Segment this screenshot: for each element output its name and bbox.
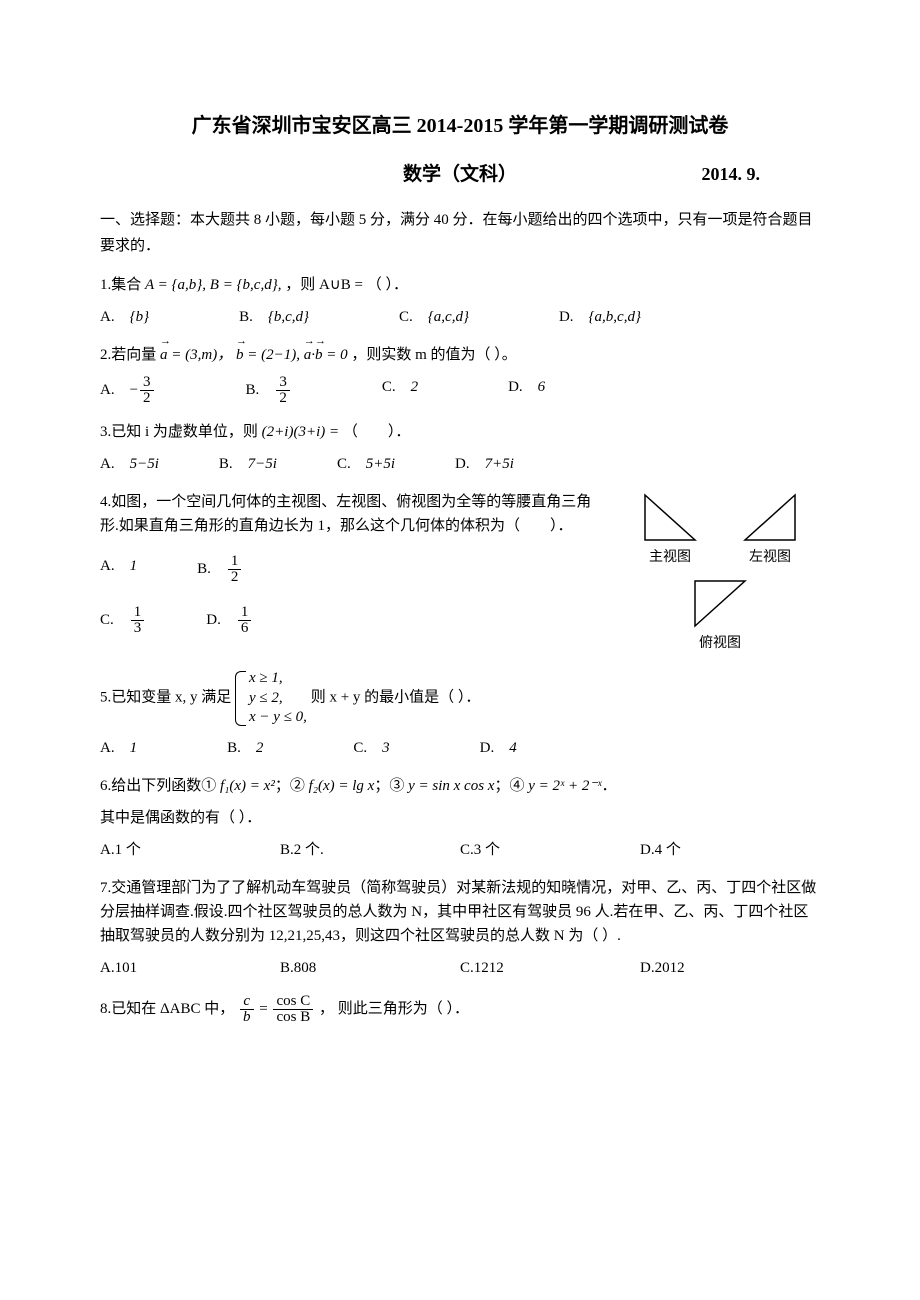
q4-choice-c: C. 13 xyxy=(100,605,146,636)
fig-main-view: 主视图 xyxy=(640,490,700,569)
question-5: 5.已知变量 x, y 满足 x ≥ 1, y ≤ 2, x − y ≤ 0, … xyxy=(100,669,820,760)
q4-figures: 主视图 左视图 俯视图 xyxy=(620,490,820,655)
q3-choice-d: D. 7+5i xyxy=(455,452,514,476)
q5-line2: y ≤ 2, xyxy=(249,689,307,709)
q8-frac-cb: cb xyxy=(240,994,254,1025)
triangle-top-icon xyxy=(690,576,750,631)
q5-choice-a: A. 1 xyxy=(100,736,137,760)
q6-sep1: ；② xyxy=(275,778,305,794)
q2-prefix: 2.若向量 xyxy=(100,347,156,363)
q7-choice-c: C.1212 xyxy=(460,956,640,980)
q2-b-val: = (2−1), xyxy=(243,347,299,363)
q2-choice-b: B. 32 xyxy=(246,375,292,406)
q5-line3: x − y ≤ 0, xyxy=(249,708,307,728)
question-1: 1.集合 A = {a,b}, B = {b,c,d}, ，则 A∪B = （ … xyxy=(100,273,820,329)
q2-choice-c: C. 2 xyxy=(382,375,418,406)
q1-prefix: 1.集合 xyxy=(100,277,141,293)
q7-choice-a: A.101 xyxy=(100,956,280,980)
question-7: 7.交通管理部门为了了解机动车驾驶员（简称驾驶员）对某新法规的知晓情况，对甲、乙… xyxy=(100,876,820,980)
q6-choice-c: C.3 个 xyxy=(460,838,640,862)
q2-vec-a: a xyxy=(160,343,168,367)
q3-prefix: 3.已知 i 为虚数单位，则 xyxy=(100,424,258,440)
q3-choice-a: A. 5−5i xyxy=(100,452,159,476)
fig-left-view: 左视图 xyxy=(740,490,800,569)
q7-choices: A.101 B.808 C.1212 D.2012 xyxy=(100,956,820,980)
q6-choice-d: D.4 个 xyxy=(640,838,820,862)
q3-choice-b: B. 7−5i xyxy=(219,452,277,476)
q7-choice-d: D.2012 xyxy=(640,956,820,980)
q2-vec-b2: b xyxy=(315,343,323,367)
q2-suffix: ，则实数 m 的值为（ ）。 xyxy=(351,347,516,363)
fig-top-label: 俯视图 xyxy=(620,633,820,655)
q1-choice-c: C. {a,c,d} xyxy=(399,305,469,329)
q1-choice-b: B. {b,c,d} xyxy=(239,305,309,329)
q4-choice-b: B. 12 xyxy=(197,554,243,585)
question-2: 2.若向量 a = (3,m)， b = (2−1), a·b = 0 ，则实数… xyxy=(100,343,820,406)
q1-suffix: ，则 A∪B = （ ）． xyxy=(285,277,408,293)
q5-choices: A. 1 B. 2 C. 3 D. 4 xyxy=(100,736,820,760)
q2-a-val: = (3,m)， xyxy=(168,347,233,363)
q6-f1: f₁(x) = x² xyxy=(220,778,275,794)
q2-vec-b: b xyxy=(236,343,244,367)
q1-choices: A. {b} B. {b,c,d} C. {a,c,d} D. {a,b,c,d… xyxy=(100,305,820,329)
q5-choice-c: C. 3 xyxy=(353,736,389,760)
exam-date: 2014. 9. xyxy=(702,160,761,189)
q6-line2: 其中是偶函数的有（ ）． xyxy=(100,806,820,830)
q8-suffix: 则此三角形为（ ）． xyxy=(338,1001,469,1017)
q4-choice-d: D. 16 xyxy=(206,605,253,636)
q5-system: x ≥ 1, y ≤ 2, x − y ≤ 0, xyxy=(235,669,307,728)
q5-line1: x ≥ 1, xyxy=(249,669,307,689)
q2-eq0: = 0 xyxy=(322,347,347,363)
fig-main-label: 主视图 xyxy=(640,547,700,569)
q3-suffix: （ ）． xyxy=(343,424,411,440)
q7-text: 7.交通管理部门为了了解机动车驾驶员（简称驾驶员）对某新法规的知晓情况，对甲、乙… xyxy=(100,876,820,948)
q6-choice-b: B.2 个. xyxy=(280,838,460,862)
q8-eq: = xyxy=(259,1001,271,1017)
question-4: 4.如图，一个空间几何体的主视图、左视图、俯视图为全等的等腰直角三角形.如果直角… xyxy=(100,490,820,655)
q1-math: A = {a,b}, B = {b,c,d}, xyxy=(145,277,281,293)
q2-vec-a2: a xyxy=(304,343,312,367)
fig-left-label: 左视图 xyxy=(740,547,800,569)
question-8: 8.已知在 ΔABC 中， cb = cos Ccos B ， 则此三角形为（ … xyxy=(100,994,820,1025)
q6-sep2: ；③ xyxy=(374,778,404,794)
q3-choices: A. 5−5i B. 7−5i C. 5+5i D. 7+5i xyxy=(100,452,820,476)
q6-sep3: ；④ xyxy=(494,778,524,794)
triangle-main-icon xyxy=(640,490,700,545)
q4-choices-row2: C. 13 D. 16 xyxy=(100,605,600,636)
triangle-left-icon xyxy=(740,490,800,545)
q8-frac-cos: cos Ccos B xyxy=(273,994,313,1025)
q6-choices: A.1 个 B.2 个. C.3 个 D.4 个 xyxy=(100,838,820,862)
fig-top-view: 俯视图 xyxy=(620,576,820,655)
q6-f2: f₂(x) = lg x xyxy=(309,778,375,794)
q2-choice-d: D. 6 xyxy=(508,375,545,406)
q3-choice-c: C. 5+5i xyxy=(337,452,395,476)
exam-title: 广东省深圳市宝安区高三 2014-2015 学年第一学期调研测试卷 xyxy=(100,110,820,142)
q5-prefix: 5.已知变量 x, y 满足 xyxy=(100,690,231,706)
q5-choice-b: B. 2 xyxy=(227,736,263,760)
q5-suffix: 则 x + y 的最小值是（ ）． xyxy=(311,690,481,706)
q6-choice-a: A.1 个 xyxy=(100,838,280,862)
q8-prefix: 8.已知在 ΔABC 中， xyxy=(100,1001,234,1017)
q2-choices: A. −32 B. 32 C. 2 D. 6 xyxy=(100,375,820,406)
q4-choices-row1: A. 1 B. 12 xyxy=(100,554,600,585)
q3-expr: (2+i)(3+i) = xyxy=(262,424,339,440)
q8-comma: ， xyxy=(319,1001,334,1017)
q1-choice-d: D. {a,b,c,d} xyxy=(559,305,641,329)
question-6: 6.给出下列函数① f₁(x) = x²；② f₂(x) = lg x；③ y … xyxy=(100,774,820,862)
q5-choice-d: D. 4 xyxy=(480,736,517,760)
subtitle-row: 数学（文科） 2014. 9. xyxy=(100,160,820,190)
q6-prefix: 6.给出下列函数① xyxy=(100,778,216,794)
q1-choice-a: A. {b} xyxy=(100,305,149,329)
section-instructions: 一、选择题：本大题共 8 小题，每小题 5 分，满分 40 分．在每小题给出的四… xyxy=(100,208,820,259)
q6-f4: y = 2ˣ + 2⁻ˣ xyxy=(528,778,601,794)
q6-period: ． xyxy=(602,778,617,794)
question-3: 3.已知 i 为虚数单位，则 (2+i)(3+i) = （ ）． A. 5−5i… xyxy=(100,420,820,476)
q2-choice-a: A. −32 xyxy=(100,375,156,406)
q4-text: 4.如图，一个空间几何体的主视图、左视图、俯视图为全等的等腰直角三角形.如果直角… xyxy=(100,490,600,538)
q7-choice-b: B.808 xyxy=(280,956,460,980)
q4-choice-a: A. 1 xyxy=(100,554,137,585)
q6-f3: y = sin x cos x xyxy=(408,778,494,794)
exam-subject: 数学（文科） xyxy=(403,160,517,190)
